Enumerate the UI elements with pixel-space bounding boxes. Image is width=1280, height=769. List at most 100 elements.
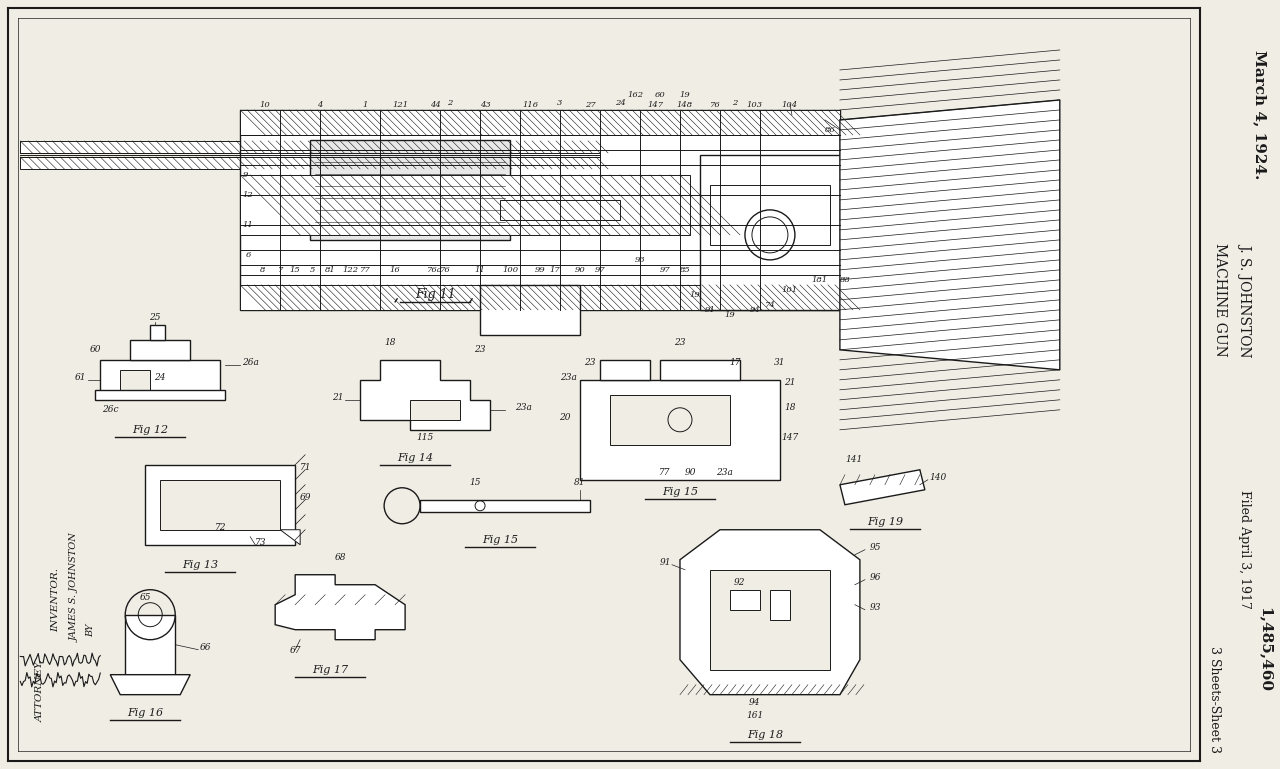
Text: Fig 12: Fig 12 [132, 424, 168, 434]
Text: 95: 95 [870, 543, 882, 551]
Text: 23a: 23a [717, 468, 733, 477]
Text: 85: 85 [680, 266, 690, 274]
Bar [611, 394, 730, 444]
Text: 2: 2 [732, 99, 737, 107]
Text: 99: 99 [535, 266, 545, 274]
Bar [660, 360, 740, 380]
Text: 140: 140 [929, 473, 947, 481]
Text: 11: 11 [475, 266, 485, 274]
Text: 76: 76 [440, 266, 451, 274]
Text: March 4, 1924.: March 4, 1924. [1253, 50, 1267, 179]
Text: 162: 162 [627, 91, 643, 99]
Text: 21: 21 [333, 393, 344, 402]
Bar [410, 400, 460, 420]
Text: 1,485,460: 1,485,460 [1258, 608, 1272, 692]
Text: 2: 2 [448, 99, 453, 107]
Text: 5: 5 [310, 266, 315, 274]
Bar [131, 340, 191, 360]
Bar [95, 390, 225, 400]
Text: 72: 72 [215, 523, 227, 531]
Bar [20, 141, 600, 153]
Text: 7: 7 [278, 266, 283, 274]
Text: 81: 81 [325, 266, 335, 274]
Bar [150, 325, 165, 340]
Text: 76a: 76a [428, 266, 443, 274]
Text: J. S. JOHNSTON: J. S. JOHNSTON [1238, 243, 1252, 357]
Bar [160, 480, 280, 530]
Polygon shape [840, 470, 925, 504]
Bar [241, 110, 840, 135]
Bar [145, 464, 296, 544]
Bar [580, 380, 780, 480]
Bar [125, 614, 175, 674]
Text: JAMES S. JOHNSTON: JAMES S. JOHNSTON [70, 533, 79, 641]
Text: 65: 65 [140, 593, 151, 601]
Text: Fig 11: Fig 11 [415, 288, 456, 301]
Text: 93: 93 [870, 603, 882, 611]
Text: 147: 147 [781, 433, 799, 441]
Text: 66: 66 [200, 643, 211, 651]
Text: 17: 17 [730, 358, 741, 367]
Polygon shape [840, 100, 1060, 370]
Text: 90: 90 [685, 468, 696, 477]
Bar [600, 360, 650, 380]
Text: 81: 81 [575, 478, 586, 487]
Bar [710, 185, 829, 245]
Text: 103: 103 [748, 101, 763, 109]
Text: 116: 116 [522, 101, 538, 109]
Text: 74: 74 [764, 301, 776, 309]
Text: 141: 141 [845, 454, 863, 464]
Text: 68: 68 [334, 553, 346, 561]
Polygon shape [275, 574, 404, 640]
Text: 26c: 26c [102, 404, 119, 414]
Text: 19: 19 [724, 311, 735, 319]
Bar [241, 110, 840, 310]
Text: 43: 43 [480, 101, 490, 109]
Polygon shape [110, 674, 191, 694]
Text: 6: 6 [246, 251, 251, 259]
Polygon shape [680, 530, 860, 694]
Text: 8: 8 [260, 266, 265, 274]
Text: 93: 93 [635, 256, 645, 264]
Text: 26a: 26a [242, 358, 259, 367]
Text: 23: 23 [475, 345, 486, 354]
Text: ATTORNEY.: ATTORNEY. [36, 659, 45, 721]
Text: 92: 92 [735, 578, 746, 587]
Text: 96: 96 [870, 573, 882, 581]
Bar [710, 570, 829, 670]
Text: 20: 20 [559, 413, 571, 422]
Bar [241, 175, 690, 235]
Text: Fig 17: Fig 17 [312, 664, 348, 674]
Text: Fig 18: Fig 18 [746, 730, 783, 740]
Bar [730, 590, 760, 610]
Text: 91: 91 [704, 306, 716, 314]
Text: 90: 90 [575, 266, 585, 274]
Bar [20, 157, 600, 169]
Bar [771, 590, 790, 620]
Text: Fig 16: Fig 16 [127, 707, 164, 717]
Bar [120, 370, 150, 390]
Text: 12: 12 [243, 191, 253, 199]
Text: 71: 71 [301, 463, 311, 471]
Text: 86: 86 [824, 126, 836, 134]
Text: 161: 161 [746, 711, 764, 720]
Text: 101: 101 [782, 286, 797, 294]
Text: 104: 104 [782, 101, 797, 109]
Text: 76: 76 [709, 101, 721, 109]
Text: 11: 11 [243, 221, 253, 229]
Text: 18: 18 [785, 403, 796, 412]
Text: INVENTOR.: INVENTOR. [51, 568, 60, 631]
Polygon shape [360, 360, 490, 430]
Text: 121: 121 [392, 101, 408, 109]
Text: 4: 4 [317, 101, 323, 109]
Text: 97: 97 [595, 266, 605, 274]
Text: 25: 25 [150, 313, 161, 322]
Text: Filed April 3, 1917: Filed April 3, 1917 [1238, 491, 1252, 609]
Text: 147: 147 [646, 101, 663, 109]
Text: 94: 94 [750, 306, 760, 314]
Bar [480, 285, 580, 335]
Text: 27: 27 [585, 101, 595, 109]
Text: Fig 15: Fig 15 [483, 534, 518, 544]
Bar [241, 285, 840, 310]
Text: 19: 19 [680, 91, 690, 99]
